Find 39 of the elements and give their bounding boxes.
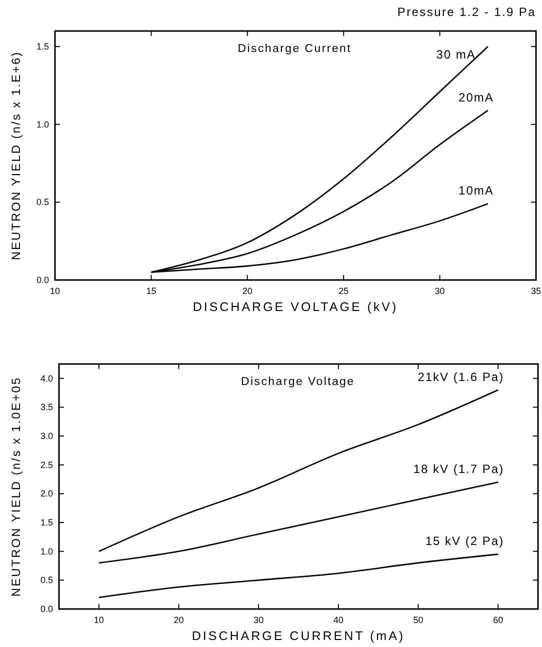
y-tick-label: 3.5: [40, 402, 53, 412]
y-tick-label: 1.5: [40, 518, 53, 528]
y-tick-label: 4.0: [40, 373, 53, 384]
legend-label: 21kV (1.6 Pa): [418, 370, 504, 384]
x-tick-label: 20: [174, 615, 184, 625]
y-axis-title: NEUTRON YIELD (n/s x 1.E+6): [9, 50, 23, 260]
x-tick-label: 20: [242, 286, 252, 296]
y-tick-label: 2.0: [40, 488, 53, 499]
line-series: [98, 554, 499, 598]
y-tick-label: 0.0: [36, 275, 49, 285]
legend-label: 30 mA: [436, 48, 476, 62]
y-tick-label: 3.0: [40, 431, 53, 442]
x-tick-label: 35: [530, 286, 542, 296]
y-tick-label: 0.5: [40, 575, 53, 586]
x-tick-label: 10: [50, 286, 60, 296]
x-tick-label: 40: [333, 615, 344, 625]
x-axis-title: DISCHARGE CURRENT (mA): [192, 629, 406, 643]
y-tick-label: 2.5: [40, 460, 53, 470]
x-tick-label: 15: [146, 286, 156, 296]
chart-title: Pressure 1.2 - 1.9 Pa: [397, 5, 536, 19]
x-tick-label: 10: [94, 615, 104, 625]
legend-title: Discharge Current: [238, 43, 352, 55]
x-tick-label: 30: [434, 286, 445, 296]
y-tick-label: 1.0: [36, 119, 49, 130]
x-tick-label: 30: [254, 615, 264, 625]
y-axis-title: NEUTRON YIELD (n/s x 1.0E+05: [9, 376, 23, 597]
series-label: 20mA: [458, 90, 494, 104]
y-tick-label: 1.0: [40, 546, 53, 556]
x-tick-label: 25: [338, 286, 349, 296]
series-label: 15 kV (2 Pa): [425, 534, 504, 548]
x-axis-title: DISCHARGE VOLTAGE (kV): [192, 300, 398, 314]
series-label: 18 kV (1.7 Pa): [413, 462, 504, 476]
y-tick-label: 0.5: [36, 197, 49, 208]
x-tick-label: 50: [413, 615, 424, 625]
series-label: 10mA: [458, 184, 494, 198]
y-tick-label: 0.0: [40, 604, 53, 614]
x-tick-label: 60: [493, 615, 504, 625]
y-tick-label: 1.5: [36, 42, 49, 52]
legend-title: Discharge Voltage: [241, 376, 355, 388]
